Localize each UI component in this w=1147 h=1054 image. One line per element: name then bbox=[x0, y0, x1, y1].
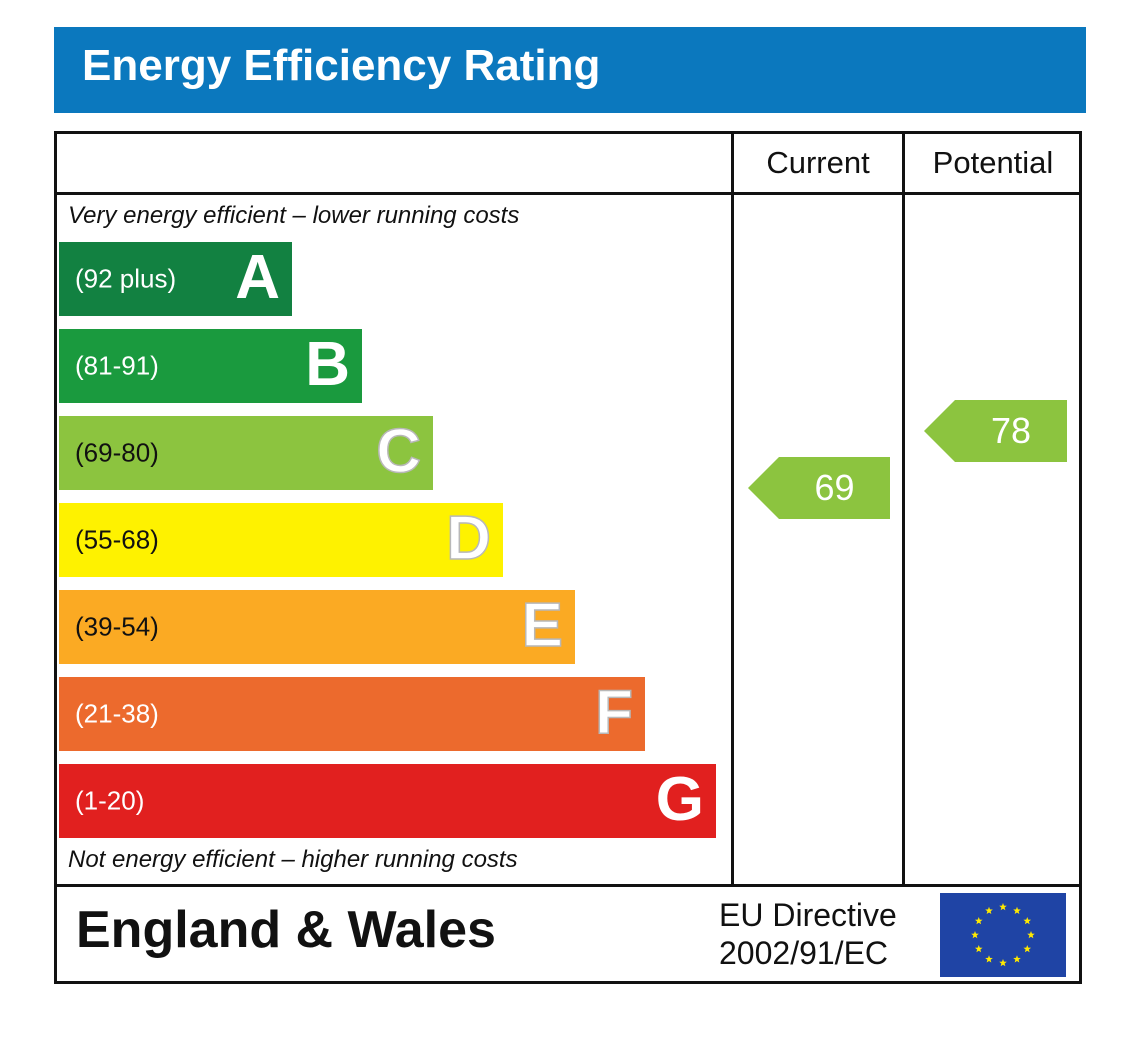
band-a-range: (92 plus) bbox=[75, 263, 177, 294]
band-c-range: (69-80) bbox=[75, 437, 159, 468]
band-c: (69-80) C bbox=[59, 416, 433, 490]
inefficient-note: Not energy efficient – higher running co… bbox=[68, 846, 518, 873]
potential-column-header: Potential bbox=[932, 145, 1054, 180]
band-a: (92 plus) A bbox=[59, 242, 292, 316]
band-f: (21-38) F bbox=[59, 677, 645, 751]
header-divider bbox=[54, 192, 1082, 195]
band-d: (55-68) D bbox=[59, 503, 503, 577]
band-e-letter: E bbox=[521, 590, 564, 660]
chart-title: Energy Efficiency Rating bbox=[82, 41, 601, 90]
footer-divider bbox=[54, 884, 1082, 887]
eu-directive: EU Directive 2002/91/EC bbox=[719, 896, 897, 972]
eu-star-icon bbox=[985, 955, 993, 963]
eu-star-icon bbox=[985, 906, 993, 914]
rating-frame bbox=[54, 131, 1082, 984]
current-rating-arrow bbox=[748, 457, 890, 519]
eu-star-icon bbox=[1023, 917, 1032, 925]
eu-star-icon bbox=[974, 917, 983, 925]
eu-star-icon bbox=[1013, 906, 1021, 914]
eu-star-icon bbox=[1027, 931, 1035, 939]
eu-star-icon bbox=[999, 903, 1007, 911]
band-d-range: (55-68) bbox=[75, 524, 159, 555]
title-bar: Energy Efficiency Rating bbox=[54, 27, 1086, 113]
band-f-letter: F bbox=[594, 677, 633, 747]
band-b-letter: B bbox=[305, 329, 350, 399]
band-b-range: (81-91) bbox=[75, 350, 159, 381]
current-rating-value: 69 bbox=[814, 467, 855, 508]
band-d-letter: D bbox=[445, 503, 491, 573]
eu-star-icon bbox=[1023, 945, 1032, 953]
band-e: (39-54) E bbox=[59, 590, 575, 664]
potential-column-divider bbox=[902, 131, 905, 887]
eu-star-icon bbox=[999, 959, 1007, 967]
band-e-range: (39-54) bbox=[75, 611, 159, 642]
band-g-range: (1-20) bbox=[75, 785, 145, 816]
efficient-note: Very energy efficient – lower running co… bbox=[68, 202, 520, 229]
potential-rating-value: 78 bbox=[990, 410, 1032, 451]
region-label: England & Wales bbox=[76, 901, 496, 959]
eu-directive-line1: EU Directive bbox=[719, 897, 897, 933]
band-g-letter: G bbox=[655, 764, 704, 834]
band-g: (1-20) G bbox=[59, 764, 716, 838]
band-a-letter: A bbox=[235, 242, 280, 312]
potential-rating-arrow bbox=[924, 400, 1067, 462]
current-column-header: Current bbox=[766, 145, 870, 180]
eu-star-icon bbox=[971, 931, 979, 939]
eu-star-icon bbox=[1013, 955, 1021, 963]
band-f-range: (21-38) bbox=[75, 698, 159, 729]
eu-star-icon bbox=[974, 945, 983, 953]
eu-flag-icon bbox=[940, 893, 1066, 977]
current-column-divider bbox=[731, 131, 734, 887]
band-b: (81-91) B bbox=[59, 329, 362, 403]
band-c-letter: C bbox=[375, 416, 421, 486]
eu-directive-line2: 2002/91/EC bbox=[719, 935, 889, 971]
